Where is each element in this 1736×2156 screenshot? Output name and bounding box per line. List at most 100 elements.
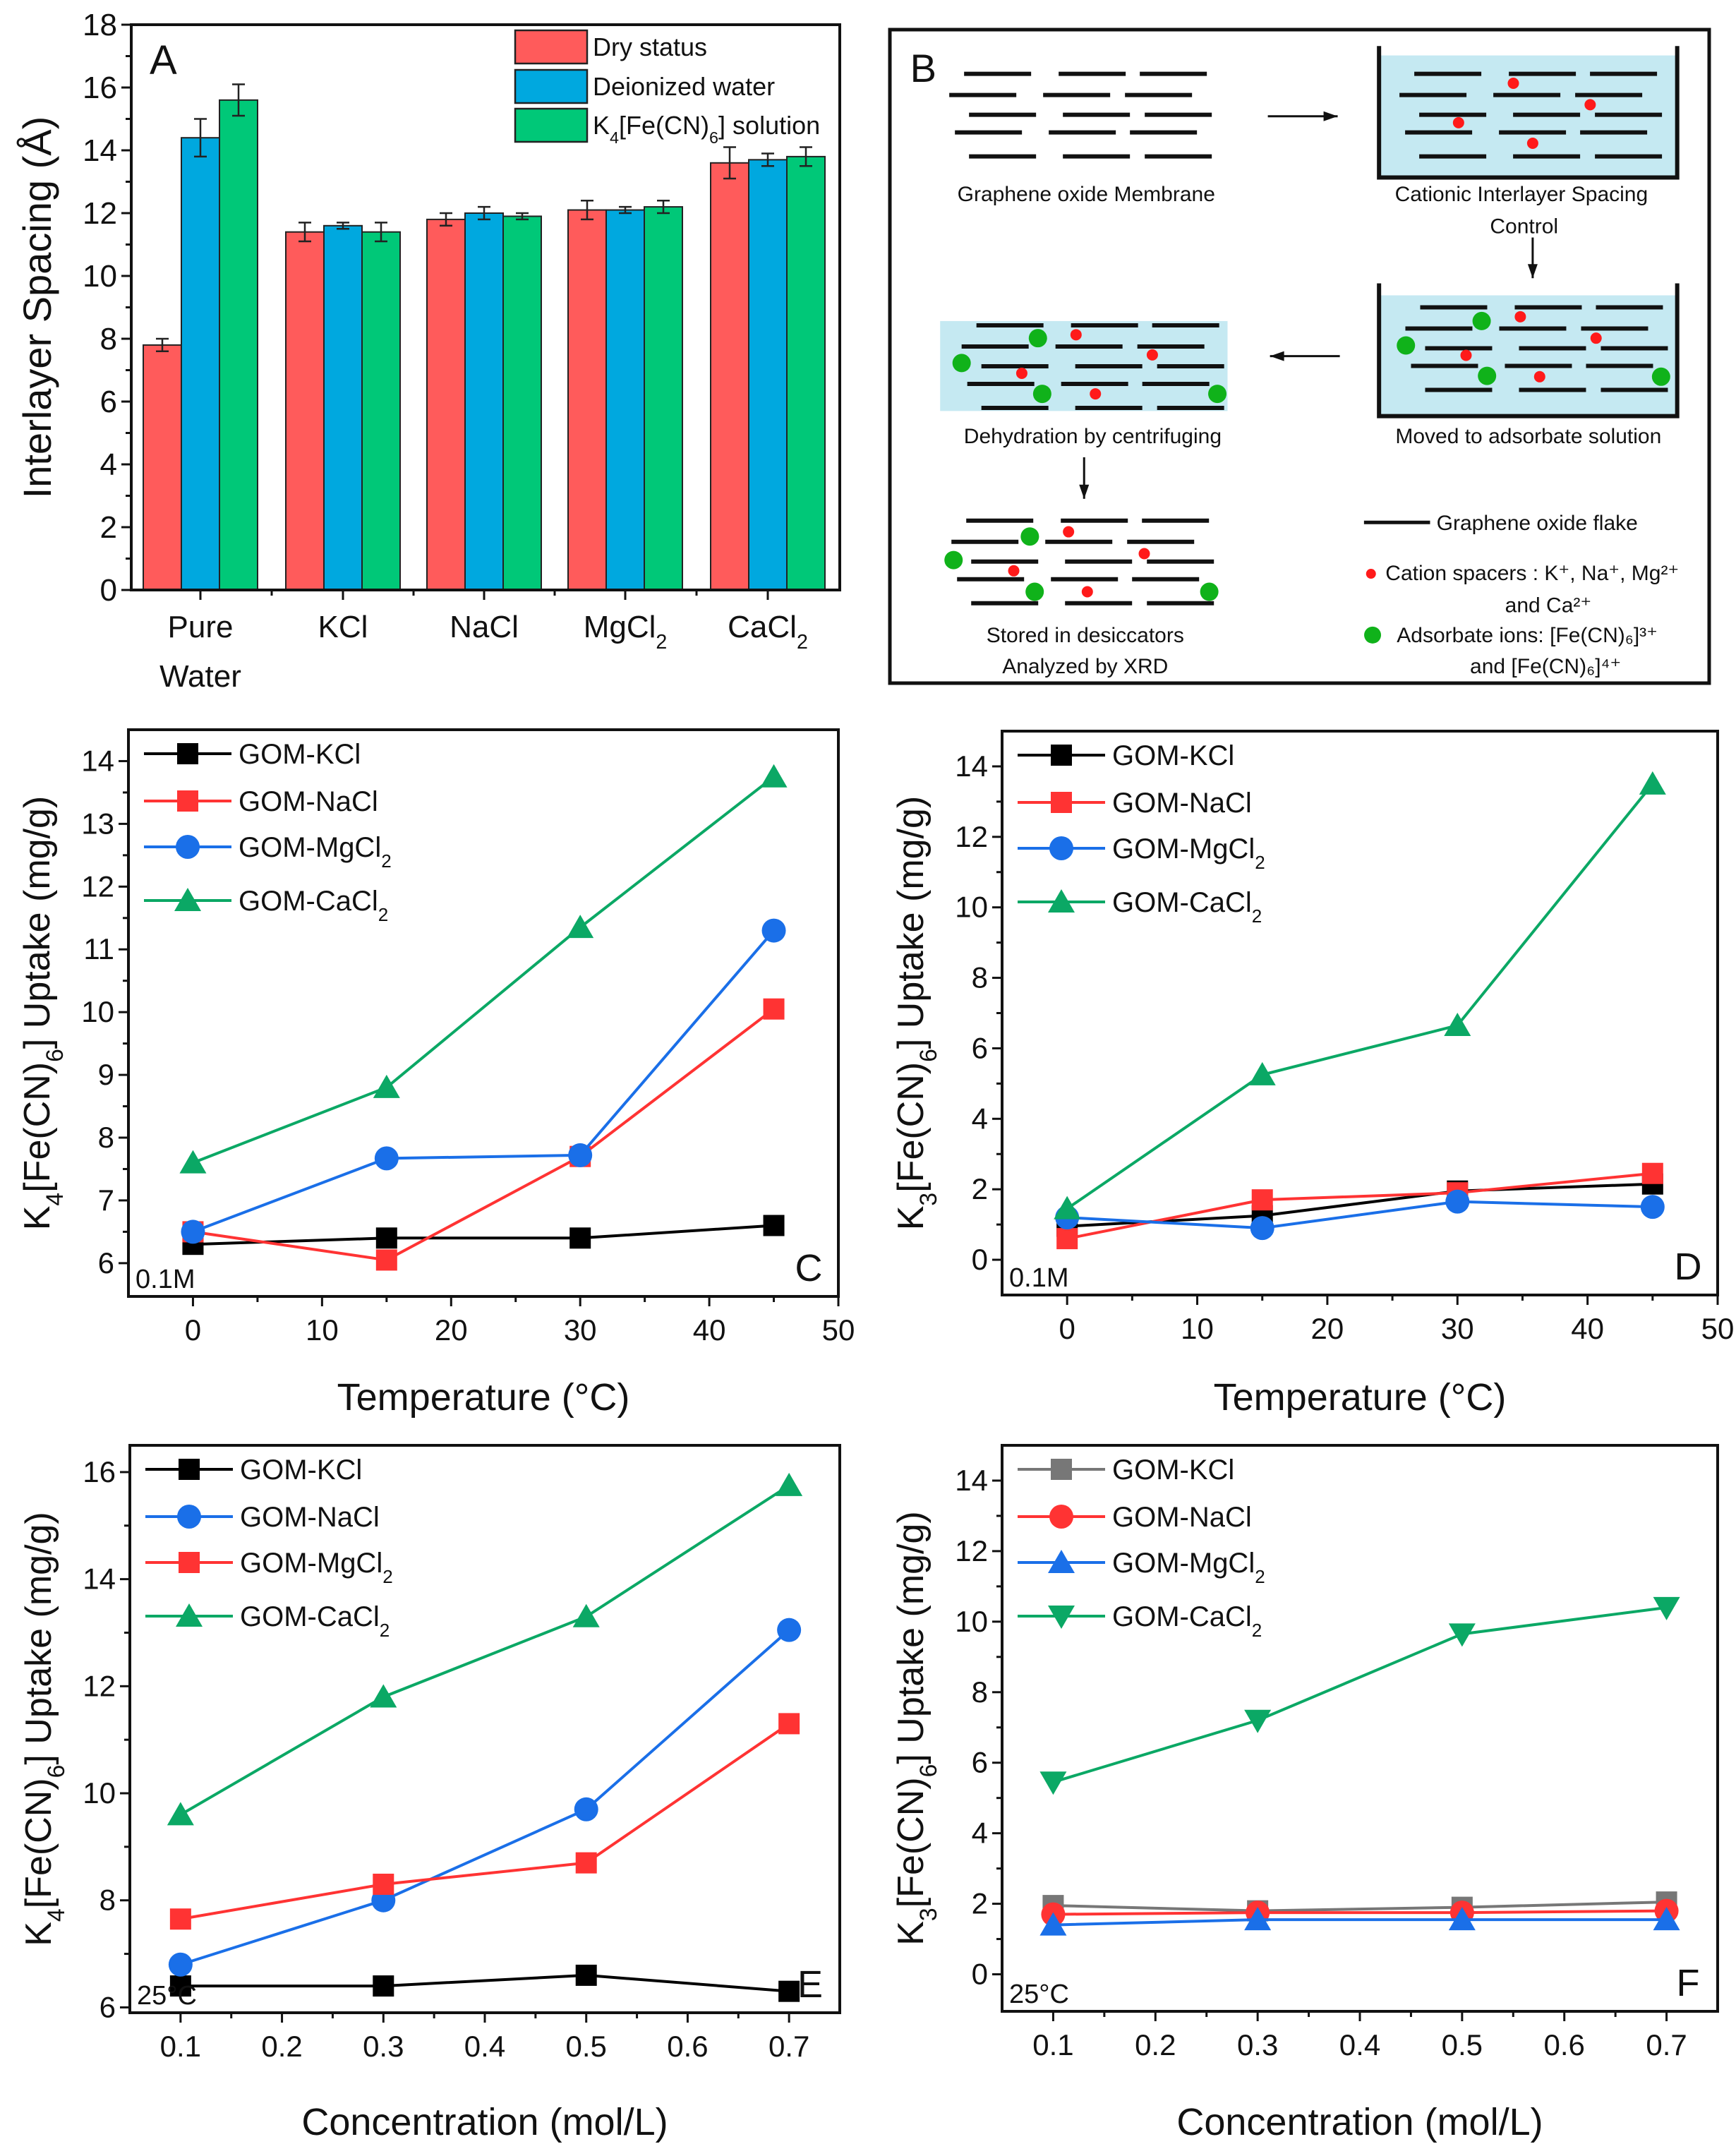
y-tick-label: 8: [972, 961, 988, 994]
bar-0-1: [285, 231, 325, 591]
data-point-2-3: [778, 1713, 800, 1735]
series-line-1: [193, 1008, 775, 1262]
y-tick-label: 16: [83, 1455, 116, 1488]
y-tick-label: 12: [955, 820, 988, 853]
data-point-3-2: [572, 1603, 600, 1627]
adsorbate-dot: [1028, 329, 1047, 348]
cation-dot: [1507, 78, 1519, 90]
x-tick-label: 0: [185, 1313, 201, 1347]
bar-2-0: [219, 99, 258, 591]
data-point-2-3: [1653, 1907, 1680, 1931]
legend-label: GOM-NaCl: [1112, 788, 1252, 819]
series-line-0: [1053, 1901, 1667, 1913]
legend-swatch: [514, 107, 589, 143]
x-tick-label: 50: [1701, 1312, 1735, 1345]
x-tick-label: 10: [306, 1313, 339, 1347]
y-tick-label: 14: [83, 1562, 116, 1596]
bar-1-1: [323, 224, 363, 591]
cation-dot: [1533, 371, 1545, 383]
cation-dot: [1070, 329, 1082, 341]
legend-label: GOM-MgCl2: [1112, 1548, 1265, 1587]
data-point-2-1: [374, 1146, 399, 1171]
error-bar: [657, 199, 670, 215]
adsorbate-dot: [952, 354, 971, 373]
data-point-0-2: [569, 1227, 591, 1249]
legend-marker: [1048, 889, 1075, 913]
legend-marker: [1048, 1550, 1075, 1573]
data-point-3-2: [1444, 1012, 1471, 1036]
legend-label: GOM-CaCl2: [240, 1601, 390, 1641]
data-point-3-3: [776, 1472, 803, 1496]
x-tick-label: MgCl2: [584, 610, 668, 654]
y-tick-label: 2: [100, 510, 117, 545]
cation-dot: [1590, 332, 1602, 344]
cation-dot: [1584, 99, 1596, 111]
data-point-3-0: [1039, 1771, 1067, 1795]
adsorbate-dot: [1651, 367, 1670, 386]
y-tick-label: 12: [955, 1534, 988, 1567]
legend-marker: [177, 790, 198, 812]
x-tick-label: CaCl2: [728, 610, 808, 654]
y-tick-label: 14: [955, 1464, 988, 1497]
cation-dot: [1138, 548, 1150, 560]
series-line-0: [180, 1973, 790, 1993]
data-point-3-1: [370, 1684, 397, 1708]
legend-label: GOM-KCl: [240, 1455, 362, 1486]
x-tick-label: Pure Water: [159, 610, 241, 694]
data-point-2-3: [761, 918, 786, 943]
y-tick-label: 2: [972, 1172, 988, 1205]
y-tick-label: 14: [83, 133, 117, 168]
series-line-3: [1052, 1606, 1667, 1784]
error-bar: [478, 205, 490, 221]
y-tick-label: 10: [83, 259, 117, 294]
data-point-1-0: [1056, 1228, 1078, 1250]
legend-marker: [1051, 1459, 1072, 1480]
y-tick-label: 4: [100, 447, 117, 482]
legend-marker: [1051, 745, 1072, 766]
x-tick-label: 10: [1181, 1312, 1214, 1345]
legend-marker: [1048, 1606, 1075, 1629]
data-point-1-3: [763, 998, 785, 1020]
beaker: [1377, 283, 1680, 418]
legend-marker: [1049, 836, 1073, 860]
diagram-frame: [888, 28, 1711, 685]
y-tick-label: 8: [100, 322, 117, 356]
x-tick-label: 0.7: [1646, 2028, 1687, 2061]
cation-dot: [1526, 137, 1538, 149]
cation-dot: [1063, 526, 1075, 538]
data-point-3-2: [1448, 1623, 1476, 1647]
adsorbate-dot: [1397, 336, 1416, 355]
x-tick-label: 50: [822, 1313, 855, 1347]
x-tick-label: 0.4: [464, 2030, 505, 2063]
legend-label: GOM-CaCl2: [1112, 1601, 1262, 1641]
x-tick-label: 0.2: [1135, 2028, 1176, 2061]
error-bar: [156, 337, 169, 353]
y-tick-label: 6: [98, 1246, 114, 1279]
y-tick-label: 12: [83, 196, 117, 231]
adsorbate-dot: [1020, 527, 1039, 546]
legend-label: GOM-MgCl2: [240, 1548, 393, 1587]
error-bar: [299, 222, 311, 243]
legend-label: GOM-CaCl2: [239, 886, 388, 925]
data-point-3-1: [1248, 1061, 1276, 1085]
arrow-head-icon: [1270, 351, 1284, 361]
series-line-0: [1067, 1182, 1653, 1228]
series-line-2: [1067, 1200, 1653, 1230]
panel-label: C: [795, 1247, 823, 1289]
panel-label: B: [910, 46, 936, 90]
y-tick-label: 0: [972, 1958, 988, 1991]
x-tick-label: 0.5: [1442, 2028, 1483, 2061]
adsorbate-dot: [1025, 582, 1044, 601]
condition-annotation: 25°C: [137, 1981, 197, 2011]
legend-marker: [1051, 792, 1072, 813]
legend-label: GOM-NaCl: [1112, 1502, 1252, 1533]
x-tick-label: 30: [1441, 1312, 1474, 1345]
legend-label: GOM-KCl: [239, 739, 361, 770]
y-tick-label: 0: [972, 1243, 988, 1276]
arrow-head-icon: [1079, 484, 1090, 499]
legend-marker: [179, 1552, 200, 1573]
panel-d-line-chart: 0 2 4 6 8 10 12 14 0 10 20 30 40 50 Temperature (°C) K3…: [891, 730, 1735, 1419]
bar-0-2: [426, 218, 466, 591]
series-line-3: [1066, 783, 1654, 1210]
y-tick-label: 10: [81, 995, 114, 1028]
